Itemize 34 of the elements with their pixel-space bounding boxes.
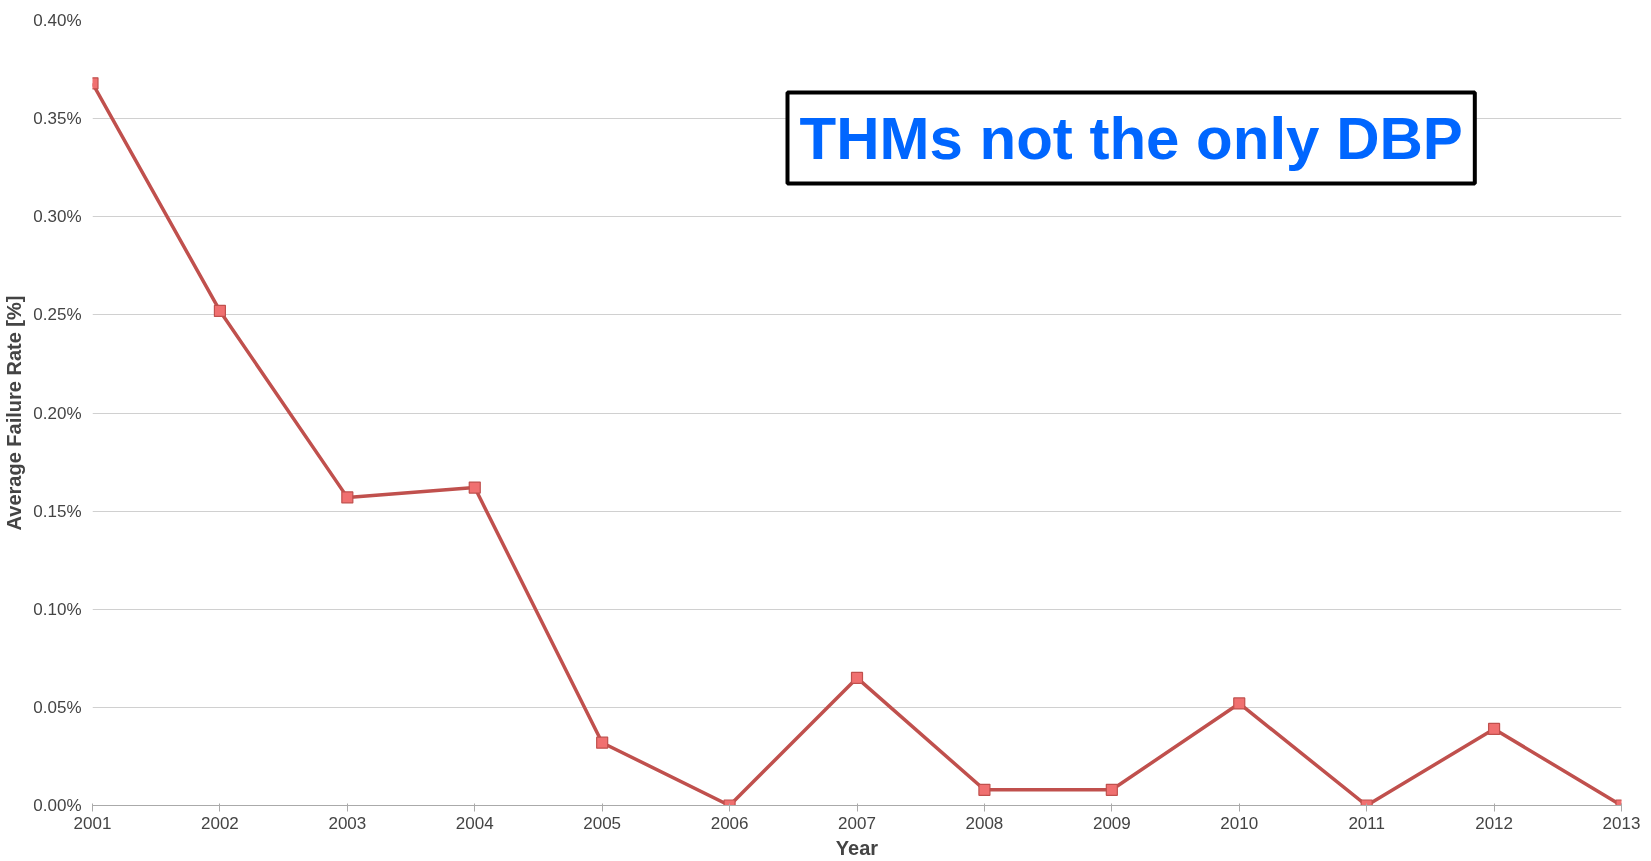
x-tick-label: 2004 xyxy=(455,813,494,833)
x-axis-title: Year xyxy=(835,836,879,859)
y-tick-label: 0.10% xyxy=(33,599,82,619)
x-tick-label: 2002 xyxy=(201,813,239,833)
y-tick-label: 0.30% xyxy=(33,207,82,227)
x-tick-label: 2009 xyxy=(1092,813,1131,833)
y-axis-title: Average Failure Rate [%] xyxy=(3,295,26,531)
x-tick-label: 2010 xyxy=(1220,813,1259,833)
annotation: THMs not the only DBP xyxy=(799,104,1463,172)
point xyxy=(1487,722,1501,736)
y-tick-label: 0.15% xyxy=(33,501,82,521)
point xyxy=(850,671,864,685)
point xyxy=(1105,783,1118,796)
point xyxy=(1233,697,1246,710)
x-tick-label: 2012 xyxy=(1475,813,1513,833)
point xyxy=(341,491,354,504)
x-tick-label: 2011 xyxy=(1348,813,1385,833)
x-tick-label: 2007 xyxy=(838,813,876,833)
x-tick-label: 2006 xyxy=(710,813,749,833)
y-tick-label: 0.25% xyxy=(33,305,82,325)
x-tick-label: 2001 xyxy=(73,813,112,833)
point xyxy=(978,783,991,796)
y-tick-label: 0.35% xyxy=(33,109,82,129)
y-tick-label: 0.20% xyxy=(33,403,82,423)
x-tick-label: 2005 xyxy=(583,813,622,833)
y-tick-label: 0.05% xyxy=(33,697,82,717)
point xyxy=(596,736,609,749)
x-tick-label: 2003 xyxy=(328,813,367,833)
point xyxy=(213,304,227,318)
x-tick-label: 2013 xyxy=(1602,813,1641,833)
point xyxy=(468,481,481,494)
x-tick-label: 2008 xyxy=(965,813,1004,833)
y-tick-label: 0.40% xyxy=(33,11,82,30)
y-tick-label: 0.00% xyxy=(33,796,82,815)
